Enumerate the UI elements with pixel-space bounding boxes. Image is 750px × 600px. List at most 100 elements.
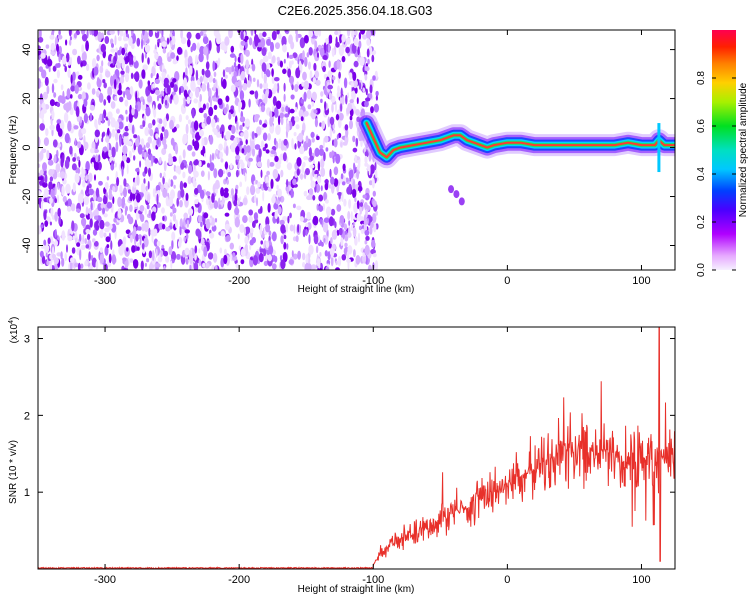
noise-speck: [303, 80, 309, 91]
noise-speck: [43, 210, 47, 221]
snr-series: [38, 327, 675, 569]
noise-speck: [222, 69, 226, 78]
noise-speck: [246, 145, 251, 153]
noise-speck: [87, 82, 91, 90]
noise-speck: [157, 55, 163, 66]
noise-speck: [246, 67, 249, 76]
noise-speck: [87, 208, 92, 214]
noise-speck: [280, 235, 284, 245]
noise-speck: [324, 179, 329, 184]
noise-speck: [304, 228, 308, 236]
noise-speck: [46, 58, 53, 67]
noise-speck: [342, 163, 346, 171]
noise-speck: [291, 84, 294, 91]
noise-speck: [124, 99, 129, 107]
noise-speck: [38, 163, 41, 168]
noise-speck: [53, 92, 57, 98]
noise-speck: [261, 94, 265, 100]
noise-speck: [275, 42, 280, 50]
noise-speck: [64, 159, 70, 169]
noise-speck: [122, 257, 127, 262]
noise-speck: [60, 251, 63, 260]
noise-speck: [193, 170, 199, 178]
noise-speck: [239, 116, 246, 123]
noise-speck: [352, 79, 358, 89]
noise-speck: [217, 57, 221, 66]
noise-speck: [186, 233, 189, 240]
noise-speck: [133, 259, 139, 269]
noise-speck: [38, 136, 41, 148]
noise-speck: [161, 126, 165, 132]
noise-speck: [298, 132, 304, 143]
snr-line: [38, 327, 675, 569]
noise-speck: [40, 109, 45, 120]
noise-speck: [265, 223, 271, 233]
noise-speck: [117, 196, 122, 208]
noise-speck: [90, 147, 95, 154]
noise-speck: [88, 183, 92, 189]
noise-speck: [219, 247, 223, 254]
noise-speck: [185, 115, 189, 121]
noise-speck: [144, 159, 150, 167]
noise-speck: [307, 104, 312, 110]
noise-speck: [311, 91, 317, 102]
noise-speck: [333, 138, 338, 148]
noise-speck: [118, 82, 122, 92]
noise-speck: [320, 158, 325, 169]
noise-speck: [148, 167, 151, 177]
noise-speck: [232, 252, 236, 258]
noise-speck: [110, 163, 115, 171]
noise-speck: [129, 258, 134, 263]
y-tick-label: -20: [21, 189, 33, 205]
noise-speck: [309, 70, 313, 81]
noise-speck: [299, 173, 304, 180]
noise-speck: [155, 263, 161, 268]
noise-speck: [94, 174, 96, 181]
noise-speck: [249, 90, 255, 95]
noise-speck: [269, 110, 273, 119]
noise-speck: [318, 194, 324, 202]
noise-speck: [300, 116, 304, 122]
noise-speck: [224, 223, 230, 231]
noise-speck: [172, 78, 177, 83]
noise-speck: [76, 156, 81, 162]
noise-speck: [274, 210, 278, 220]
noise-speck: [91, 162, 94, 167]
y-tick-label: 0: [21, 144, 33, 150]
noise-speck: [85, 175, 88, 182]
noise-speck: [314, 169, 319, 176]
noise-speck: [170, 94, 173, 100]
noise-speck: [137, 226, 142, 231]
noise-speck: [292, 253, 298, 260]
noise-speck: [254, 90, 259, 100]
noise-speck: [154, 52, 159, 60]
noise-speck: [315, 79, 321, 86]
noise-speck: [349, 115, 353, 121]
noise-speck: [65, 52, 70, 63]
noise-speck: [367, 264, 372, 270]
noise-speck: [195, 32, 201, 40]
noise-speck: [183, 236, 186, 243]
noise-speck: [312, 77, 317, 84]
noise-speck: [335, 36, 338, 46]
noise-speck: [148, 250, 153, 259]
noise-speck: [133, 55, 137, 63]
noise-speck: [103, 109, 107, 119]
noise-speck: [363, 202, 368, 210]
noise-speck: [329, 128, 333, 139]
noise-speck: [67, 69, 71, 78]
noise-speck: [262, 191, 265, 202]
noise-speck: [355, 137, 359, 147]
noise-speck: [251, 63, 256, 72]
noise-speck: [332, 129, 336, 134]
noise-speck: [205, 69, 211, 78]
noise-speck: [165, 113, 169, 122]
noise-speck: [89, 218, 93, 228]
noise-speck: [299, 145, 305, 155]
noise-speck: [74, 172, 80, 184]
noise-speck: [371, 54, 375, 63]
noise-speck: [173, 94, 179, 105]
noise-speck: [75, 30, 81, 36]
noise-speck: [350, 211, 353, 222]
noise-speck: [191, 151, 196, 157]
